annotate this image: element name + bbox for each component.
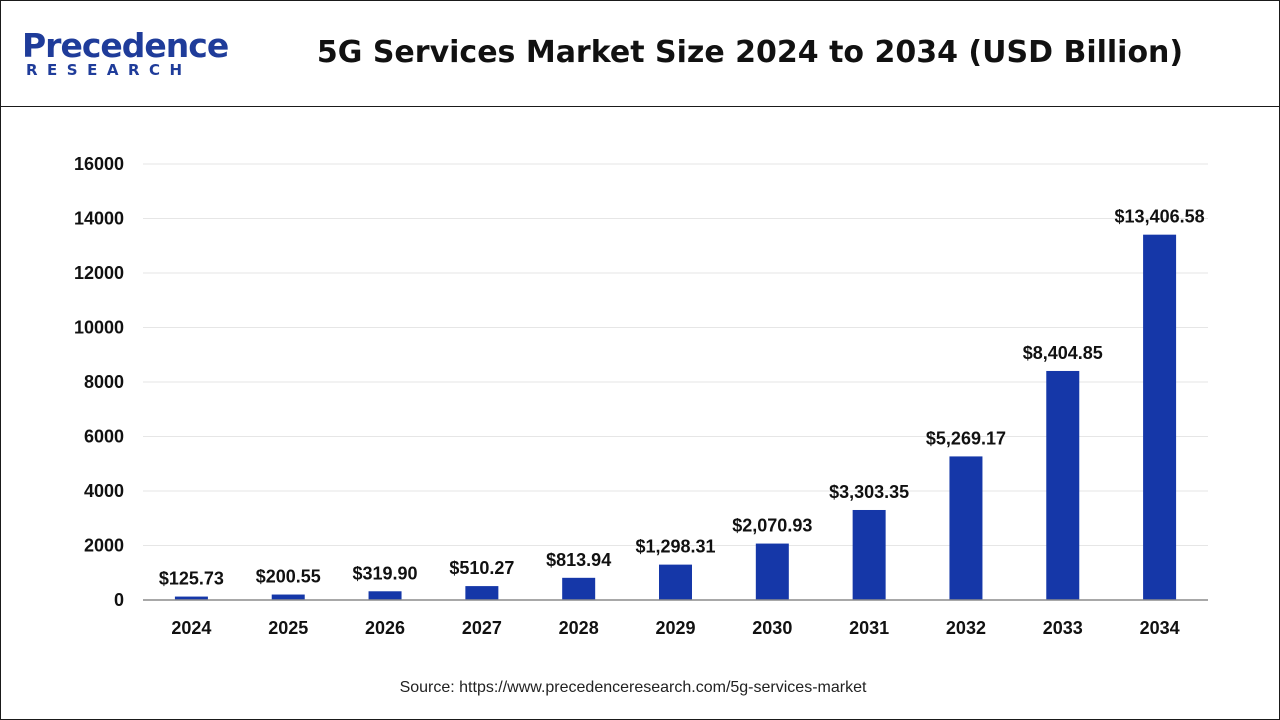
data-label-2032: $5,269.17 bbox=[926, 428, 1006, 448]
y-tick-label: 14000 bbox=[74, 209, 124, 229]
x-tick-label: 2030 bbox=[752, 618, 792, 638]
bar-2028 bbox=[562, 577, 596, 600]
x-axis-ticks: 2024 2025 2026 2027 2028 2029 2030 2031 2032 2033… bbox=[171, 618, 1179, 638]
data-label-2028: $813.94 bbox=[546, 550, 611, 570]
data-label-2030: $2,070.93 bbox=[732, 516, 812, 536]
y-tick-label: 16000 bbox=[74, 154, 124, 174]
precedence-research-logo: Precedence RESEARCH bbox=[22, 28, 229, 84]
logo-subtitle: RESEARCH bbox=[26, 61, 192, 79]
x-tick-label: 2033 bbox=[1043, 618, 1083, 638]
x-tick-label: 2031 bbox=[849, 618, 889, 638]
bar-2032 bbox=[949, 456, 983, 600]
data-label-2031: $3,303.35 bbox=[829, 482, 909, 502]
data-labels: $125.73 $200.55 $319.90 $510.27 $813.94 $1,29… bbox=[159, 207, 1205, 589]
data-label-2033: $8,404.85 bbox=[1023, 343, 1103, 363]
bar-2025 bbox=[271, 594, 305, 600]
y-tick-label: 8000 bbox=[84, 372, 124, 392]
data-label-2034: $13,406.58 bbox=[1115, 207, 1205, 227]
x-tick-label: 2027 bbox=[462, 618, 502, 638]
bar-2033 bbox=[1046, 370, 1080, 600]
bars bbox=[174, 234, 1177, 600]
x-tick-label: 2024 bbox=[171, 618, 211, 638]
x-tick-label: 2034 bbox=[1140, 618, 1180, 638]
y-tick-label: 2000 bbox=[84, 536, 124, 556]
data-label-2026: $319.90 bbox=[353, 563, 418, 583]
x-tick-label: 2025 bbox=[268, 618, 308, 638]
y-axis-ticks: 0 2000 4000 6000 8000 10000 12000 14000 16000 bbox=[74, 154, 124, 610]
x-tick-label: 2029 bbox=[655, 618, 695, 638]
source-note: Source: https://www.precedenceresearch.c… bbox=[399, 679, 867, 696]
y-tick-label: 10000 bbox=[74, 318, 124, 338]
chart-title: 5G Services Market Size 2024 to 2034 (US… bbox=[316, 35, 1184, 70]
x-tick-label: 2032 bbox=[946, 618, 986, 638]
y-tick-label: 0 bbox=[114, 590, 124, 610]
bar-2027 bbox=[465, 586, 499, 600]
header: Precedence RESEARCH 5G Services Market S… bbox=[0, 0, 1280, 107]
data-label-2027: $510.27 bbox=[449, 558, 514, 578]
bar-2031 bbox=[852, 509, 886, 600]
bar-2034 bbox=[1143, 234, 1177, 600]
y-tick-label: 4000 bbox=[84, 481, 124, 501]
bar-2030 bbox=[755, 543, 789, 600]
x-tick-label: 2028 bbox=[559, 618, 599, 638]
bar-2024 bbox=[174, 596, 208, 600]
y-tick-label: 6000 bbox=[84, 427, 124, 447]
data-label-2025: $200.55 bbox=[256, 567, 321, 587]
logo-wordmark: Precedence bbox=[22, 26, 229, 65]
bar-2026 bbox=[368, 591, 402, 600]
data-label-2029: $1,298.31 bbox=[635, 537, 715, 557]
data-label-2024: $125.73 bbox=[159, 569, 224, 589]
gridlines bbox=[143, 163, 1208, 546]
y-tick-label: 12000 bbox=[74, 263, 124, 283]
bar-2029 bbox=[659, 564, 692, 600]
x-tick-label: 2026 bbox=[365, 618, 405, 638]
